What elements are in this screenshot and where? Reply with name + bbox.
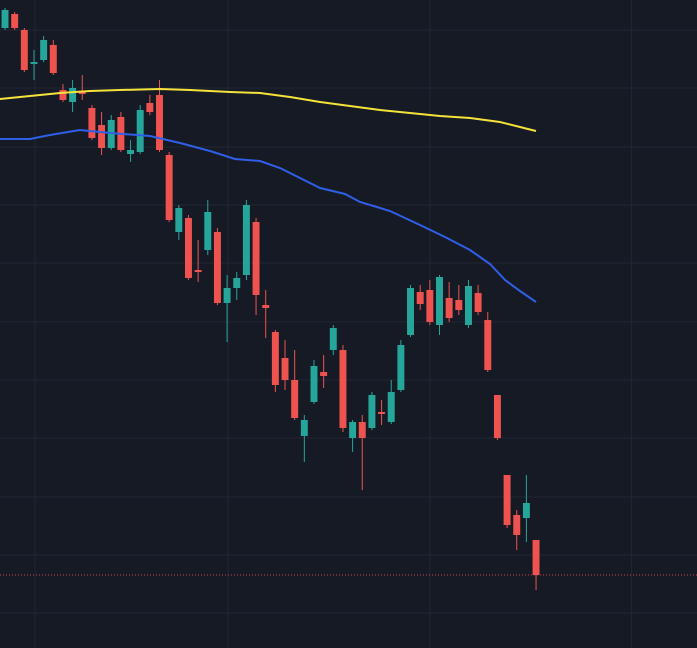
candle-body (407, 288, 415, 335)
candle-body (368, 395, 376, 428)
candle-body (503, 475, 511, 525)
candle-body (281, 358, 289, 380)
moving-average-line (0, 128, 537, 303)
candle-body (165, 155, 173, 220)
candle-body (349, 422, 357, 438)
candle-body (184, 218, 192, 278)
candle-body (242, 205, 250, 275)
candle-body (98, 125, 106, 148)
candle-body (387, 392, 395, 422)
candle-body (445, 298, 453, 318)
candle-body (426, 290, 434, 322)
candle-body (175, 208, 183, 232)
candle-body (464, 286, 472, 325)
candle-body (271, 332, 279, 385)
candle-body (493, 395, 501, 438)
candle-body (474, 293, 482, 312)
candle-body (436, 277, 443, 325)
candle-body (291, 380, 299, 418)
moving-average-line (0, 87, 537, 132)
candle-body (20, 30, 28, 70)
candle-body (233, 278, 241, 288)
candle-body (300, 420, 308, 436)
candle-body (513, 515, 521, 535)
candle-body (223, 288, 231, 303)
candle-body (156, 95, 163, 150)
candle-body (320, 372, 328, 376)
candle-body (339, 350, 347, 428)
candle-body (416, 292, 424, 304)
candle-body (88, 108, 96, 138)
candle-body (204, 212, 212, 250)
candle-body (329, 328, 337, 350)
candle-body (310, 366, 318, 402)
candle-body (146, 103, 154, 112)
candle-body (40, 40, 48, 60)
candle-body (127, 150, 135, 154)
candle-body (484, 320, 492, 370)
candle-body (213, 232, 221, 303)
candle-body (522, 503, 530, 518)
candle-body (69, 88, 77, 102)
candle-body (358, 422, 366, 438)
candle-body (252, 222, 260, 295)
candle-body (136, 110, 144, 152)
candle-body (378, 412, 386, 414)
candle-body (30, 62, 38, 64)
candle-body (49, 45, 57, 73)
candle-body (262, 305, 270, 308)
candle-body (194, 270, 202, 272)
candle-body (397, 345, 405, 390)
candle-body (532, 540, 540, 575)
candle-body (455, 300, 463, 310)
candle-body (11, 14, 19, 28)
candle-body (1, 10, 9, 28)
candle-body (59, 90, 67, 100)
candle-body (78, 92, 86, 94)
